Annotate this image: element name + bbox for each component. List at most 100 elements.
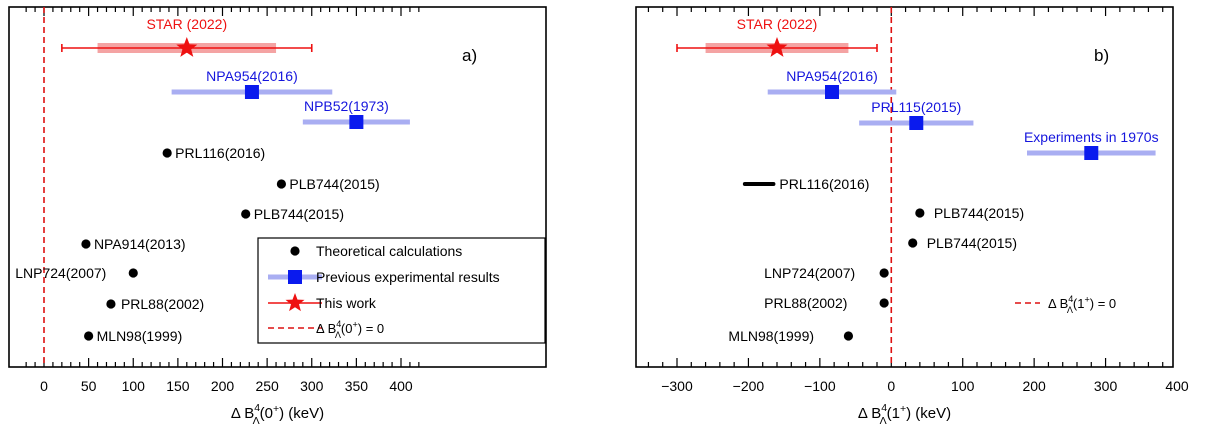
label-part: + [900,403,906,415]
theory-label: PLB744(2015) [927,235,1017,251]
theory-point [81,239,91,249]
theory-label: PRL116(2016) [175,145,265,161]
theory-label: MLN98(1999) [97,328,183,344]
legend-zero-label: Δ B4 Λ(0+) = 0 [316,319,384,340]
experiment-label: NPA954(2016) [206,68,298,84]
label-part: (1 [1073,296,1085,311]
label-part: Λ [1067,305,1074,315]
theory-label: PLB744(2015) [934,205,1024,221]
label-part: 4 [1068,294,1073,304]
theory-point [162,148,172,158]
theory-point [915,208,925,218]
label-part: (1 [887,405,900,422]
x-tick-label: 150 [166,378,190,394]
x-tick-label: 400 [389,378,413,394]
theory-point [879,268,889,278]
label-part: Δ B [858,405,881,422]
x-tick-label: 100 [122,378,146,394]
theory-point [84,331,94,341]
experiment-label: NPB52(1973) [304,98,389,114]
label-part: + [1084,295,1089,305]
x-axis-label: Δ B4 Λ(0+) (keV) [231,402,324,427]
x-tick-label: −100 [804,378,836,394]
label-part: Δ B [1048,296,1068,311]
legend-experiment-marker [288,270,302,284]
theory-label: NPA914(2013) [94,236,186,252]
plot-frame [635,6,1174,368]
theory-label: LNP724(2007) [15,265,106,281]
star-label: STAR (2022) [146,16,227,32]
x-axis-label: Δ B4 Λ(1+) (keV) [858,402,951,427]
theory-label: MLN98(1999) [728,328,814,344]
x-tick-label: 200 [1022,378,1046,394]
x-tick-label: 250 [255,378,279,394]
theory-label: PRL88(2002) [121,296,204,312]
label-part: ) = 0 [1090,296,1116,311]
label-part: Λ [335,330,342,340]
label-part: + [273,403,279,415]
legend: Theoretical calculations Previous experim… [257,237,546,344]
legend-star-label: This work [316,295,377,311]
experiment-label: Experiments in 1970s [1024,129,1159,145]
x-tick-label: −300 [661,378,693,394]
experiment-label: NPA954(2016) [786,68,878,84]
theory-label: PRL116(2016) [779,176,869,192]
experiment-marker [349,115,364,129]
legend-box [257,237,546,344]
theory-point [241,209,251,219]
legend-theory-marker [290,246,300,256]
theory-label: PRL88(2002) [764,295,847,311]
x-tick-label: 350 [345,378,369,394]
experiment-label: PRL115(2015) [871,99,961,115]
x-tick-label: 0 [40,378,48,394]
panel-label: a) [462,46,477,65]
label-part: + [352,320,357,330]
legend-theory-label: Theoretical calculations [316,243,462,259]
panel-label: b) [1094,46,1109,65]
star-label: STAR (2022) [737,16,818,32]
theory-label: PLB744(2015) [254,206,344,222]
theory-point [276,179,287,189]
experiment-marker [1084,146,1099,160]
label-part: ) (keV) [279,405,324,422]
x-tick-label: 300 [1094,378,1118,394]
x-tick-label: −200 [733,378,765,394]
label-part: 4 [254,402,260,414]
legend-star-marker [285,293,305,312]
label-part: (0 [260,405,273,422]
label-part: ) (keV) [906,405,951,422]
x-tick-label: 300 [300,378,324,394]
label-part: (0 [341,321,353,336]
theory-point [908,238,918,248]
theory-point [879,298,889,308]
label-part: 4 [336,319,341,329]
experiment-marker [244,85,259,99]
star-marker [176,37,198,57]
star-marker [766,37,788,57]
label-part: Δ B [231,405,254,422]
label-part: Λ [253,415,260,427]
x-tick-label: 100 [951,378,975,394]
x-tick-label: 400 [1165,378,1189,394]
theory-point [106,299,116,309]
theory-label: LNP724(2007) [764,265,855,281]
theory-point [843,331,854,341]
legend-experiment-label: Previous experimental results [316,269,500,285]
label-part: ) = 0 [358,321,384,336]
plot-frame [8,6,547,368]
theory-point [128,268,138,278]
label-part: Δ B [316,321,336,336]
experiment-marker [909,116,924,130]
x-tick-label: 50 [81,378,97,394]
x-tick-label: 0 [887,378,895,394]
label-part: 4 [881,402,887,414]
label-part: Λ [880,415,887,427]
experiment-marker [825,85,839,99]
theory-label: PLB744(2015) [289,176,379,192]
x-tick-label: 200 [211,378,235,394]
legend: Δ B4 Λ(1+) = 0 [1015,294,1116,315]
legend-zero-label: Δ B4 Λ(1+) = 0 [1048,294,1116,315]
